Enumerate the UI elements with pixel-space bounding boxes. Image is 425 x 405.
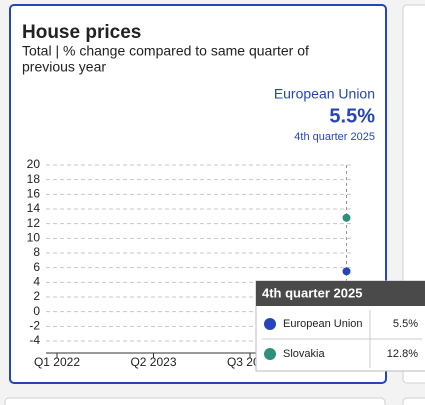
- chart-subtitle: previous year: [22, 59, 106, 75]
- tooltip-swatch: [264, 348, 276, 360]
- y-tick-label: 12: [27, 216, 41, 230]
- y-tick-label: 8: [33, 245, 40, 259]
- lower-card: [402, 397, 425, 405]
- tooltip-swatch: [264, 318, 276, 330]
- tooltip-header: [256, 281, 425, 306]
- y-tick-label: 0: [33, 304, 40, 318]
- x-tick-label: Q1 2022: [34, 355, 80, 369]
- tooltip-series: European Union: [283, 318, 363, 330]
- y-tick-label: 16: [27, 187, 41, 201]
- headline-period: 4th quarter 2025: [294, 131, 375, 143]
- last-point: [342, 213, 351, 222]
- lower-card: [4, 397, 386, 405]
- y-tick-label: 6: [33, 260, 40, 274]
- headline-series: European Union: [274, 86, 375, 102]
- tooltip-value: 12.8%: [387, 348, 418, 360]
- y-tick-label: 2: [33, 289, 40, 303]
- chart-title: House prices: [22, 22, 141, 43]
- x-tick-label: Q2 2023: [130, 355, 176, 369]
- last-point: [342, 267, 351, 276]
- y-tick-label: 4: [33, 275, 40, 289]
- chart-subtitle: Total | % change compared to same quarte…: [22, 43, 309, 59]
- y-tick-label: 20: [27, 157, 41, 171]
- y-tick-label: -4: [29, 333, 40, 347]
- headline-value: 5.5%: [329, 105, 375, 127]
- y-tick-label: 14: [27, 201, 41, 215]
- tooltip-title: 4th quarter 2025: [262, 285, 362, 300]
- tooltip: 4th quarter 2025 European Union 5.5% Slova…: [255, 280, 425, 372]
- y-tick-label: -2: [29, 319, 40, 333]
- tooltip-series: Slovakia: [283, 348, 325, 360]
- tooltip-value: 5.5%: [393, 318, 418, 330]
- y-tick-label: 18: [27, 172, 41, 186]
- y-tick-label: 10: [27, 231, 41, 245]
